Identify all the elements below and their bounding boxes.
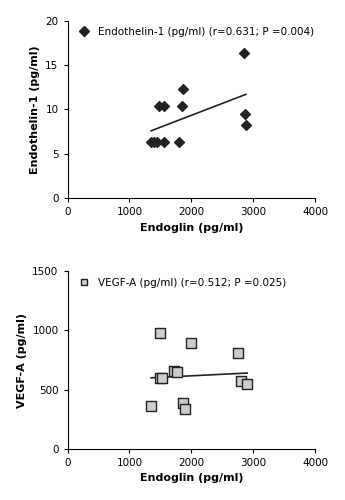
Point (180, 398, 186, 406)
Point (242, 110, 247, 118)
Point (148, 138, 154, 146)
Point (159, 374, 165, 382)
Point (183, 404, 188, 412)
Point (156, 102, 162, 110)
Point (161, 102, 167, 110)
X-axis label: Endoglin (pg/ml): Endoglin (pg/ml) (140, 222, 243, 232)
Point (161, 138, 166, 146)
X-axis label: Endoglin (pg/ml): Endoglin (pg/ml) (140, 474, 243, 484)
Point (235, 349, 240, 357)
Y-axis label: VEGF-A (pg/ml): VEGF-A (pg/ml) (17, 312, 27, 408)
Point (158, 329, 163, 337)
Legend: VEGF-A (pg/ml) (r=0.512; P =0.025): VEGF-A (pg/ml) (r=0.512; P =0.025) (71, 274, 289, 290)
Point (151, 138, 157, 146)
Y-axis label: Endothelin-1 (pg/ml): Endothelin-1 (pg/ml) (30, 45, 40, 174)
Point (171, 366, 177, 374)
Point (176, 138, 182, 146)
Point (243, 122, 249, 130)
Point (179, 102, 185, 110)
Point (189, 340, 194, 347)
Point (174, 368, 179, 376)
Point (241, 50, 247, 58)
Point (180, 85, 186, 93)
Point (155, 138, 160, 146)
Legend: Endothelin-1 (pg/ml) (r=0.631; P =0.004): Endothelin-1 (pg/ml) (r=0.631; P =0.004) (71, 24, 317, 40)
Point (148, 402, 154, 410)
Point (244, 380, 250, 388)
Point (158, 374, 163, 382)
Point (238, 378, 244, 386)
